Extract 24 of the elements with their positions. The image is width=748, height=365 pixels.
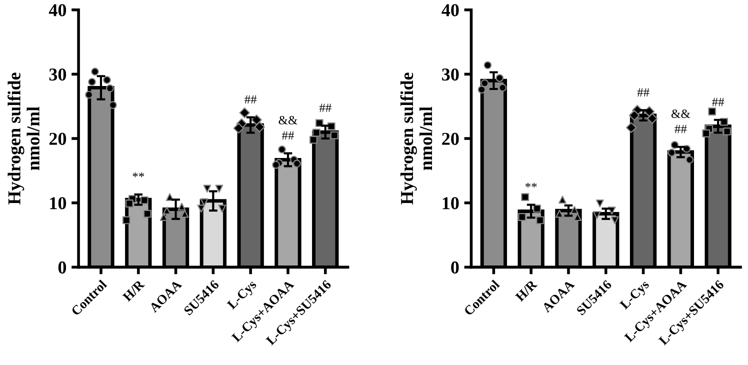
annotation: ## <box>712 98 724 106</box>
annotation: ## <box>282 131 294 140</box>
annotation: ** <box>132 172 144 178</box>
annotation: ## <box>319 104 332 112</box>
y-axis-title: Hydrogen sulfide nmol/ml <box>8 72 40 205</box>
y-axis-title: Hydrogen sulfide nmol/ml <box>400 72 432 205</box>
y-tick-label: 10 <box>50 197 66 210</box>
annotation: && <box>671 110 690 118</box>
y-tick-label: 0 <box>58 261 66 274</box>
x-tick-label: H/R <box>514 279 538 302</box>
annotation: ** <box>525 182 537 188</box>
y-tick-label: 0 <box>451 261 459 274</box>
y-tick-label: 30 <box>442 68 459 81</box>
annotation: ## <box>244 95 257 104</box>
y-tick-label: 20 <box>442 132 459 145</box>
y-tick-label: 20 <box>49 132 66 145</box>
y-tick-label: 10 <box>442 197 459 210</box>
annotation: ## <box>674 124 687 134</box>
annotation: ## <box>637 88 650 96</box>
y-tick-label: 40 <box>442 4 459 16</box>
y-tick-label: 40 <box>48 4 66 16</box>
y-tick-label: 30 <box>49 68 66 81</box>
x-tick-label: H/R <box>122 279 146 302</box>
annotation: && <box>278 116 298 124</box>
